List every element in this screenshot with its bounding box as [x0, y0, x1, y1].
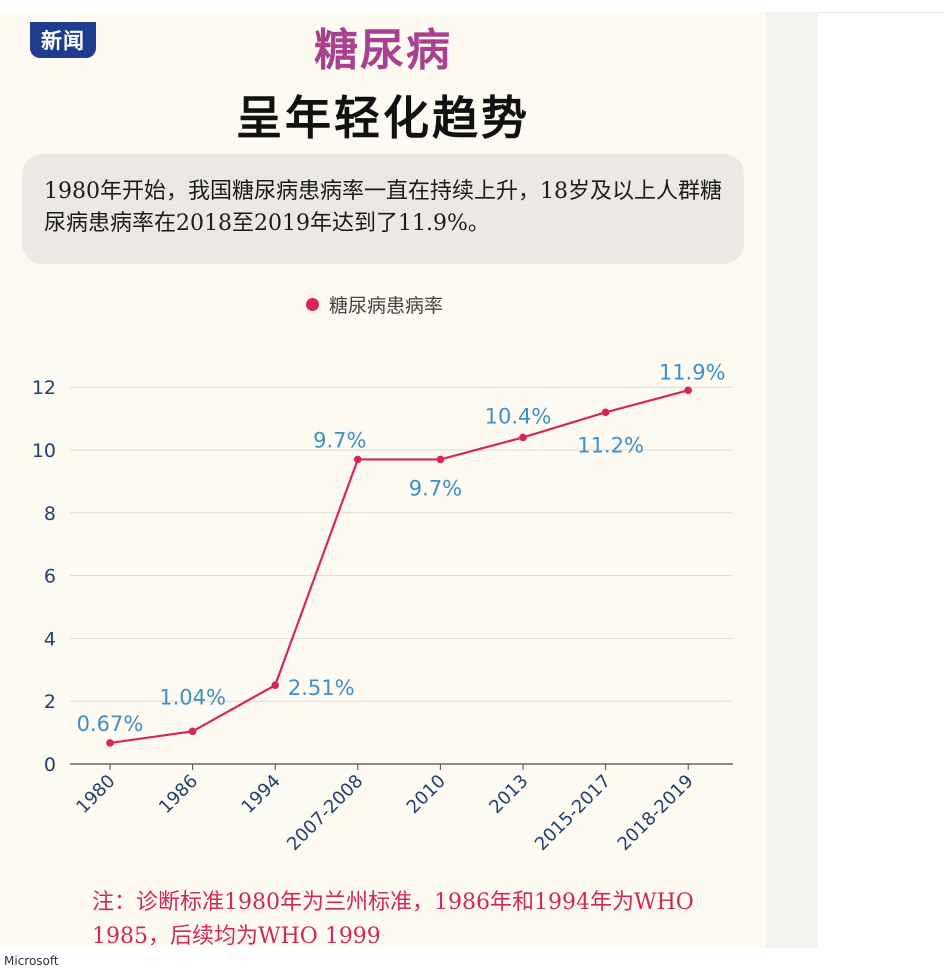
data-label: 0.67%	[77, 712, 144, 736]
intro-text: 1980年开始，我国糖尿病患病率一直在持续上升，18岁及以上人群糖尿病患病率在2…	[44, 179, 722, 236]
chart-legend: 糖尿病患病率	[306, 291, 443, 318]
data-label: 9.7%	[409, 476, 462, 500]
data-label: 11.2%	[577, 433, 644, 457]
data-point	[106, 739, 114, 747]
title-line-2: 呈年轻化趋势	[236, 91, 530, 145]
infographic-panel: 新闻 糖尿病 呈年轻化趋势 1980年开始，我国糖尿病患病率一直在持续上升，18…	[0, 12, 766, 948]
title-line-1: 糖尿病	[314, 25, 452, 76]
y-tick-label: 0	[44, 754, 56, 776]
x-tick-label: 2010	[403, 771, 450, 818]
footer-text: Microsoft	[4, 954, 59, 968]
data-point	[354, 455, 362, 464]
data-point	[436, 455, 445, 464]
footer-bar: Microsoft	[0, 948, 944, 974]
y-tick-label: 4	[44, 628, 56, 650]
y-tick-label: 2	[44, 691, 56, 713]
series-line	[109, 389, 689, 745]
data-point	[519, 433, 527, 442]
legend-marker	[306, 298, 319, 311]
legend-label: 糖尿病患病率	[329, 295, 444, 317]
news-badge: 新闻	[30, 22, 96, 58]
x-tick-label: 2007-2008	[283, 771, 367, 855]
data-label: 2.51%	[288, 676, 355, 700]
intro-box: 1980年开始，我国糖尿病患病率一直在持续上升，18岁及以上人群糖尿病患病率在2…	[22, 154, 744, 264]
x-tick-label: 1994	[237, 771, 284, 818]
data-point	[684, 386, 692, 395]
y-tick-label: 6	[44, 566, 56, 588]
data-label: 1.04%	[159, 685, 226, 709]
data-point	[271, 681, 280, 689]
y-tick-label: 10	[32, 440, 56, 462]
data-label: 11.9%	[659, 360, 726, 384]
x-tick-label: 2018-2019	[614, 771, 698, 855]
y-tick-label: 12	[32, 377, 56, 399]
y-tick-label: 8	[44, 503, 56, 525]
x-tick-label: 1986	[155, 771, 202, 818]
x-tick-label: 2013	[485, 771, 532, 818]
footnote: 注：诊断标准1980年为兰州标准，1986年和1994年为WHO 1985，后续…	[92, 890, 694, 948]
data-label: 10.4%	[485, 404, 552, 428]
data-point	[601, 408, 610, 417]
side-strip	[766, 12, 818, 948]
data-label: 9.7%	[313, 428, 366, 452]
x-tick-label: 2015-2017	[531, 771, 615, 855]
data-point	[188, 727, 197, 736]
x-tick-label: 1980	[72, 771, 119, 818]
